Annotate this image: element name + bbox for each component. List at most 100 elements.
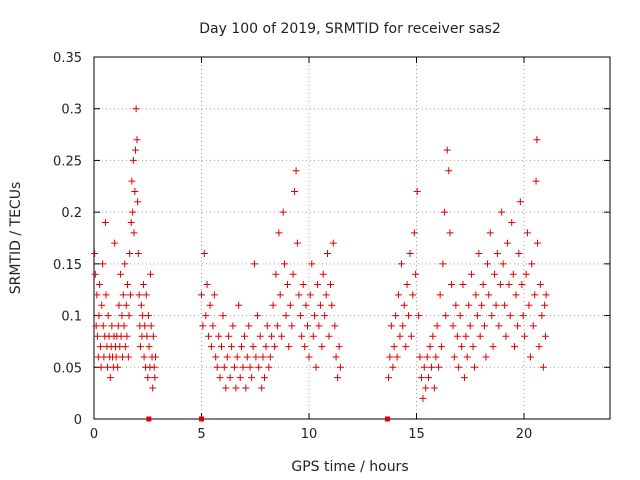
data-point bbox=[219, 312, 227, 320]
data-point bbox=[394, 291, 402, 299]
data-point bbox=[248, 374, 256, 382]
data-point bbox=[460, 374, 468, 382]
data-point bbox=[271, 343, 279, 351]
data-point bbox=[405, 312, 413, 320]
data-point bbox=[519, 312, 527, 320]
data-point bbox=[129, 208, 137, 216]
data-point bbox=[453, 332, 461, 340]
data-point bbox=[275, 229, 283, 237]
data-point bbox=[119, 291, 127, 299]
data-point bbox=[212, 353, 220, 361]
y-tick-label: 0 bbox=[74, 413, 82, 428]
data-point bbox=[433, 322, 441, 330]
data-point bbox=[115, 301, 123, 309]
data-point bbox=[91, 270, 99, 278]
data-point bbox=[509, 270, 517, 278]
data-point bbox=[535, 343, 543, 351]
data-point bbox=[322, 291, 330, 299]
data-point bbox=[292, 167, 300, 175]
data-point bbox=[250, 260, 258, 268]
data-point bbox=[302, 301, 310, 309]
data-point bbox=[228, 343, 236, 351]
data-point bbox=[255, 363, 263, 371]
data-point bbox=[104, 312, 112, 320]
data-point bbox=[93, 291, 101, 299]
data-point bbox=[242, 384, 250, 392]
data-point bbox=[265, 363, 273, 371]
data-point bbox=[293, 239, 301, 247]
data-point bbox=[416, 353, 424, 361]
data-point bbox=[263, 322, 271, 330]
data-point bbox=[289, 270, 297, 278]
data-point bbox=[311, 312, 319, 320]
data-point bbox=[415, 312, 423, 320]
data-point bbox=[99, 322, 107, 330]
data-point bbox=[396, 332, 404, 340]
data-point bbox=[91, 250, 99, 258]
data-point bbox=[385, 374, 393, 382]
data-point bbox=[127, 291, 135, 299]
y-tick-label: 0.2 bbox=[61, 206, 82, 221]
x-tick-label: 5 bbox=[197, 427, 205, 442]
data-point bbox=[284, 281, 291, 289]
data-point bbox=[493, 250, 501, 258]
data-point bbox=[278, 332, 286, 340]
data-point bbox=[400, 301, 408, 309]
data-point bbox=[312, 363, 320, 371]
data-point bbox=[147, 322, 155, 330]
data-point bbox=[97, 363, 105, 371]
data-point bbox=[299, 281, 307, 289]
data-point bbox=[288, 322, 296, 330]
y-tick-label: 0.1 bbox=[61, 310, 82, 325]
x-axis-label: GPS time / hours bbox=[291, 459, 408, 475]
data-point bbox=[306, 291, 314, 299]
y-tick-label: 0.25 bbox=[53, 154, 82, 169]
data-point bbox=[266, 353, 274, 361]
data-point bbox=[386, 353, 394, 361]
data-point bbox=[111, 239, 119, 247]
data-point bbox=[514, 322, 522, 330]
data-point bbox=[533, 136, 541, 144]
data-point bbox=[133, 136, 141, 144]
data-point bbox=[541, 301, 549, 309]
data-point bbox=[319, 270, 327, 278]
data-point bbox=[216, 374, 224, 382]
data-point bbox=[389, 363, 397, 371]
data-point bbox=[512, 291, 520, 299]
data-point bbox=[142, 291, 150, 299]
data-point bbox=[531, 291, 539, 299]
data-point bbox=[314, 281, 322, 289]
data-point bbox=[150, 363, 158, 371]
data-point bbox=[321, 312, 329, 320]
data-point bbox=[423, 353, 431, 361]
data-point bbox=[102, 291, 110, 299]
data-point bbox=[121, 343, 129, 351]
data-point bbox=[466, 322, 474, 330]
data-point bbox=[475, 250, 483, 258]
data-point bbox=[426, 343, 434, 351]
data-point bbox=[506, 312, 514, 320]
data-point bbox=[241, 332, 248, 340]
data-point bbox=[96, 281, 104, 289]
data-point bbox=[478, 301, 486, 309]
data-point bbox=[252, 353, 260, 361]
data-point bbox=[149, 384, 157, 392]
data-point bbox=[131, 146, 139, 154]
data-point bbox=[331, 322, 339, 330]
data-point bbox=[205, 332, 213, 340]
data-point bbox=[137, 301, 145, 309]
y-tick-label: 0.05 bbox=[53, 361, 82, 376]
data-point bbox=[222, 384, 230, 392]
data-point bbox=[295, 291, 303, 299]
data-point bbox=[472, 291, 480, 299]
zero-marker bbox=[146, 416, 152, 422]
data-point bbox=[479, 281, 487, 289]
data-point bbox=[508, 218, 516, 226]
data-point bbox=[151, 353, 159, 361]
data-point bbox=[455, 363, 463, 371]
data-point bbox=[459, 281, 467, 289]
axis-ticks: 0 5 10 15 20 0 0.05 0.1 0.15 0.2 0.25 0.3 0.35 bbox=[53, 51, 610, 442]
data-point bbox=[329, 239, 337, 247]
data-point bbox=[407, 332, 415, 340]
data-point bbox=[489, 343, 497, 351]
